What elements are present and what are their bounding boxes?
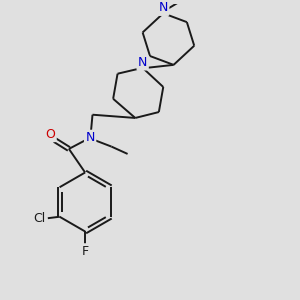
Text: O: O — [45, 128, 55, 141]
Text: N: N — [159, 2, 168, 14]
Text: F: F — [82, 245, 89, 258]
Text: N: N — [138, 56, 147, 69]
Text: Cl: Cl — [33, 212, 46, 225]
Text: N: N — [85, 131, 95, 144]
